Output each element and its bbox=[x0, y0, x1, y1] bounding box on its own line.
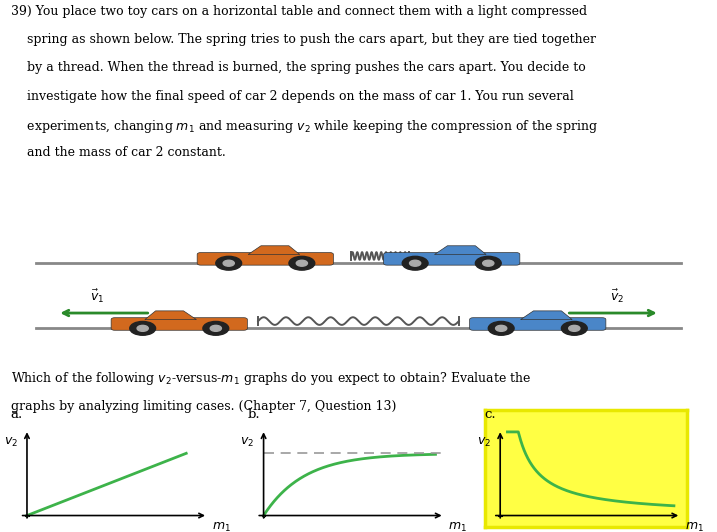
Circle shape bbox=[495, 326, 507, 331]
FancyBboxPatch shape bbox=[111, 318, 247, 330]
Text: Which of the following $v_2$-versus-$m_1$ graphs do you expect to obtain? Evalua: Which of the following $v_2$-versus-$m_1… bbox=[11, 370, 531, 387]
Text: $v_2$: $v_2$ bbox=[477, 436, 491, 450]
Circle shape bbox=[475, 256, 501, 270]
Text: a.: a. bbox=[11, 408, 23, 421]
Text: graphs by analyzing limiting cases. (Chapter 7, Question 13): graphs by analyzing limiting cases. (Cha… bbox=[11, 400, 396, 413]
Circle shape bbox=[561, 321, 587, 335]
FancyBboxPatch shape bbox=[470, 318, 606, 330]
Text: $\vec{v}_2$: $\vec{v}_2$ bbox=[609, 287, 624, 305]
Circle shape bbox=[203, 321, 229, 335]
Circle shape bbox=[488, 321, 514, 335]
Circle shape bbox=[223, 260, 234, 266]
Text: investigate how the final speed of car 2 depends on the mass of car 1. You run s: investigate how the final speed of car 2… bbox=[11, 89, 574, 103]
FancyBboxPatch shape bbox=[384, 253, 520, 265]
Text: $\vec{v}_1$: $\vec{v}_1$ bbox=[90, 287, 104, 305]
Circle shape bbox=[296, 260, 308, 266]
Text: 39) You place two toy cars on a horizontal table and connect them with a light c: 39) You place two toy cars on a horizont… bbox=[11, 5, 587, 19]
Text: experiments, changing $m_1$ and measuring $v_2$ while keeping the compression of: experiments, changing $m_1$ and measurin… bbox=[11, 118, 597, 135]
Circle shape bbox=[289, 256, 315, 270]
Text: and the mass of car 2 constant.: and the mass of car 2 constant. bbox=[11, 146, 226, 159]
Circle shape bbox=[483, 260, 494, 266]
Text: b.: b. bbox=[247, 408, 260, 421]
Circle shape bbox=[210, 326, 222, 331]
Circle shape bbox=[216, 256, 242, 270]
Text: $m_1$: $m_1$ bbox=[448, 521, 467, 532]
Circle shape bbox=[569, 326, 580, 331]
Text: $m_1$: $m_1$ bbox=[685, 521, 703, 532]
Circle shape bbox=[409, 260, 421, 266]
Polygon shape bbox=[145, 311, 196, 320]
Circle shape bbox=[402, 256, 428, 270]
Text: $v_2$: $v_2$ bbox=[240, 436, 255, 450]
Text: by a thread. When the thread is burned, the spring pushes the cars apart. You de: by a thread. When the thread is burned, … bbox=[11, 62, 586, 74]
Circle shape bbox=[130, 321, 156, 335]
Polygon shape bbox=[435, 246, 486, 254]
Circle shape bbox=[137, 326, 148, 331]
Polygon shape bbox=[521, 311, 572, 320]
Text: $m_1$: $m_1$ bbox=[212, 521, 230, 532]
FancyBboxPatch shape bbox=[197, 253, 333, 265]
Text: spring as shown below. The spring tries to push the cars apart, but they are tie: spring as shown below. The spring tries … bbox=[11, 34, 596, 46]
Text: c.: c. bbox=[484, 408, 495, 421]
Polygon shape bbox=[248, 246, 300, 254]
Text: $v_2$: $v_2$ bbox=[4, 436, 18, 450]
